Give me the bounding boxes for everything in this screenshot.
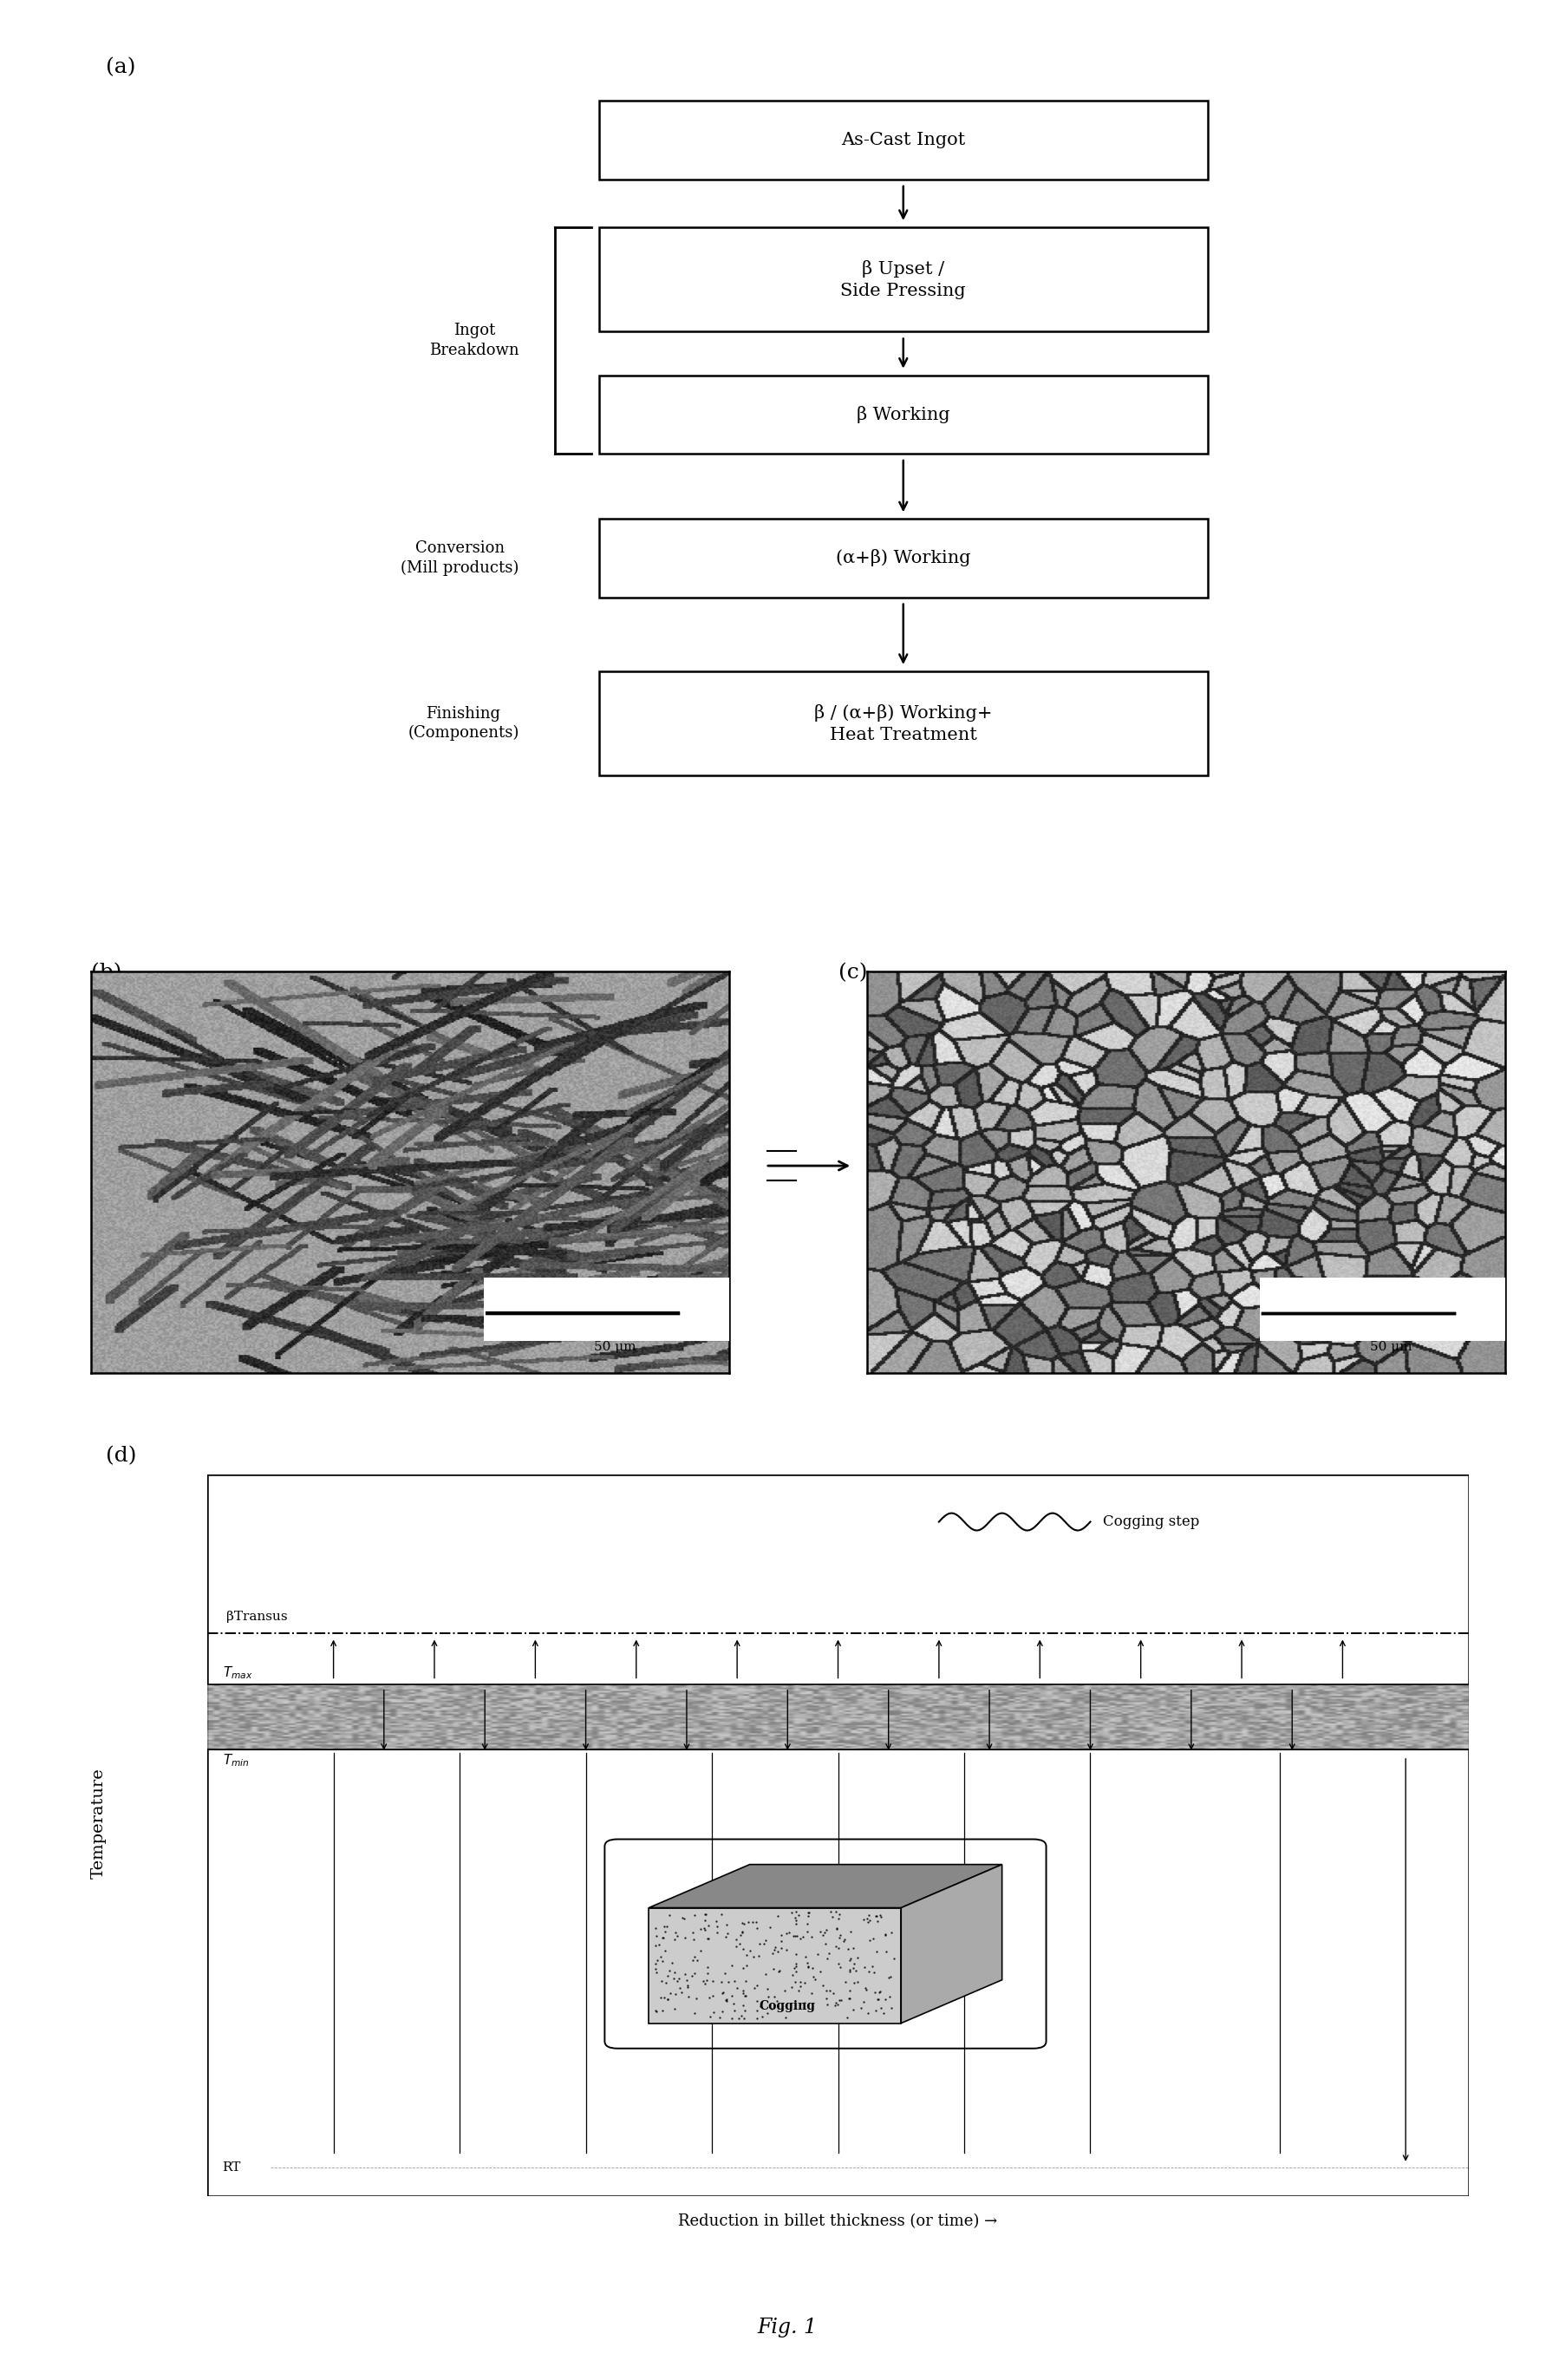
Bar (599, 376, 1208, 455)
Text: Temperature: Temperature (90, 1768, 106, 1878)
Text: (α+β) Working: (α+β) Working (836, 550, 971, 566)
Text: Finishing
(Components): Finishing (Components) (408, 707, 519, 740)
Text: As-Cast Ingot: As-Cast Ingot (842, 131, 965, 148)
Text: β Upset /
Side Pressing: β Upset / Side Pressing (840, 259, 967, 300)
Text: (a): (a) (106, 57, 136, 79)
Text: Reduction in billet thickness (or time) →: Reduction in billet thickness (or time) … (678, 2213, 998, 2230)
Bar (599, 226, 1208, 331)
Text: Ingot
Breakdown: Ingot Breakdown (429, 324, 519, 357)
Bar (599, 519, 1208, 597)
Text: β / (α+β) Working+
Heat Treatment: β / (α+β) Working+ Heat Treatment (814, 704, 993, 743)
Text: (c): (c) (839, 964, 867, 983)
Text: Fig. 1: Fig. 1 (758, 2318, 817, 2337)
Text: (b): (b) (92, 964, 122, 983)
Bar (599, 100, 1208, 178)
Text: (d): (d) (106, 1447, 137, 1466)
Bar (599, 671, 1208, 776)
Text: Conversion
(Mill products): Conversion (Mill products) (401, 540, 519, 576)
Text: β Working: β Working (856, 405, 949, 424)
